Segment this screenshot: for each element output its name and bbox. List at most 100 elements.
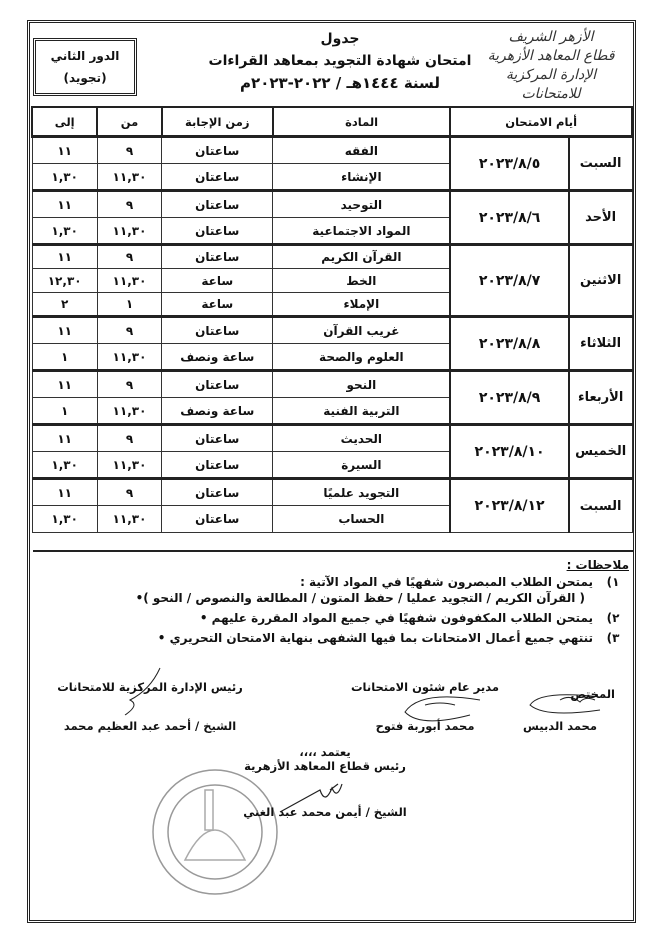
- signature-title: المختص: [570, 687, 615, 701]
- subject-cell: غريب القرآن: [272, 315, 451, 344]
- from-time-cell: ٩: [96, 135, 163, 164]
- to-time-cell: ١١: [31, 369, 98, 398]
- to-time-cell: ٢: [31, 292, 98, 317]
- exam-date: ٢٠٢٣/٨/١٠: [449, 423, 570, 479]
- exam-day: الأحد: [567, 189, 633, 245]
- duration-cell: ساعتان: [161, 505, 274, 533]
- signature-name: الشيخ / أيمن محمد عبد الغني: [243, 805, 407, 819]
- subject-cell: الإنشاء: [272, 163, 451, 191]
- title-line-1: جدول: [320, 31, 360, 47]
- from-time-cell: ٩: [96, 243, 163, 269]
- from-time-cell: ٩: [96, 423, 163, 452]
- duration-cell: ساعتان: [161, 243, 274, 269]
- duration-cell: ساعتان: [161, 423, 274, 452]
- duration-cell: ساعتان: [161, 163, 274, 191]
- azhar-logo: الأزهر الشريف قطاع المعاهد الأزهرية الإد…: [476, 28, 626, 104]
- duration-cell: ساعتان: [161, 369, 274, 398]
- note-number: ٣): [606, 631, 620, 645]
- exam-day: الاثنين: [567, 243, 633, 317]
- subject-cell: التوحيد: [272, 189, 451, 218]
- note-subtext: ( القرآن الكريم / التجويد عمليا / حفظ ال…: [135, 591, 585, 605]
- from-time-cell: ٩: [96, 189, 163, 218]
- subject-cell: الخط: [272, 268, 451, 293]
- approval-signature: [279, 783, 343, 813]
- subject-cell: العلوم والصحة: [272, 343, 451, 371]
- duration-cell: ساعة ونصف: [161, 343, 274, 371]
- to-time-cell: ١٢,٣٠: [31, 268, 98, 293]
- director-signature: [404, 696, 481, 722]
- table-row: العلوم والصحة ساعة ونصف ١١,٣٠ ١: [31, 343, 632, 371]
- to-time-cell: ١١: [31, 189, 98, 218]
- exam-date: ٢٠٢٣/٨/٩: [449, 369, 570, 425]
- director-signature-block: مدير عام شئون الامتحانات محمد أبوربة فتو…: [340, 680, 510, 733]
- table-row: السيرة ساعتان ١١,٣٠ ١,٣٠: [31, 451, 632, 479]
- table-body: السبت ٢٠٢٣/٨/٥ الفقه ساعتان ٩ ١١ الإنشاء ساعتان…: [31, 135, 633, 533]
- note-text: يمتحن الطلاب المكفوفون شفهيًا في جميع ال…: [199, 611, 593, 625]
- note-text: تنتهي جميع أعمال الامتحانات بما فيها الش…: [157, 631, 593, 645]
- subject-cell: المواد الاجتماعية: [272, 217, 451, 245]
- exam-day: السبت: [567, 135, 633, 191]
- table-row: الثلاثاء ٢٠٢٣/٨/٨ غريب القرآن ساعتان ٩ ١١: [31, 315, 633, 371]
- table-row: الأربعاء ٢٠٢٣/٨/٩ النحو ساعتان ٩ ١١: [31, 369, 633, 425]
- signature-name: محمد أبوربة فتوح: [375, 719, 475, 733]
- to-time-cell: ١,٣٠: [31, 505, 98, 533]
- logo-line: الإدارة المركزية للامتحانات: [505, 67, 597, 102]
- note-text: يمتحن الطلاب المبصرون شفهيًا في المواد ا…: [300, 575, 593, 589]
- subject-cell: الحساب: [272, 505, 451, 533]
- notes-section: ملاحظات : ١) يمتحن الطلاب المبصرون شفهيً…: [33, 550, 633, 646]
- exam-day: السبت: [567, 477, 633, 533]
- to-time-cell: ١,٣٠: [31, 163, 98, 191]
- duration-cell: ساعة ونصف: [161, 397, 274, 425]
- exam-date: ٢٠٢٣/٨/٦: [449, 189, 570, 245]
- subject-cell: السيرة: [272, 451, 451, 479]
- signature-name: الشيخ / أحمد عبد العظيم محمد: [63, 719, 237, 733]
- note-item: ٢) يمتحن الطلاب المكفوفون شفهيًا في جميع…: [33, 610, 633, 626]
- specialist-signature: [529, 694, 601, 714]
- duration-cell: ساعتان: [161, 315, 274, 344]
- note-number: ١): [606, 575, 620, 589]
- title-line-2: امتحان شهادة التجويد بمعاهد القراءات: [208, 53, 472, 69]
- from-time-cell: ١١,٣٠: [96, 217, 163, 245]
- round-label: الدور الثاني: [50, 49, 120, 63]
- duration-cell: ساعتان: [161, 451, 274, 479]
- table-row: الحساب ساعتان ١١,٣٠ ١,٣٠: [31, 505, 632, 533]
- exam-schedule-table: أيام الامتحان المادة زمن الإجابة من إلى …: [30, 106, 633, 533]
- title-line-3: لسنة ١٤٤٤هـ / ٢٠٢٢-٢٠٢٣م: [240, 74, 440, 92]
- from-time-cell: ١١,٣٠: [96, 505, 163, 533]
- head-admin-signature-block: رئيس الإدارة المركزية للامتحانات الشيخ /…: [50, 680, 250, 733]
- logo-line: الأزهر الشريف: [508, 29, 594, 45]
- from-time-cell: ٩: [96, 477, 163, 506]
- subject-cell: الفقه: [272, 135, 451, 164]
- to-time-cell: ١,٣٠: [31, 451, 98, 479]
- exam-round-box: الدور الثاني (تجويد): [33, 38, 137, 96]
- table-row: الخميس ٢٠٢٣/٨/١٠ الحديث ساعتان ٩ ١١: [31, 423, 633, 479]
- note-number: ٢): [606, 611, 620, 625]
- head-admin-signature: [124, 667, 161, 716]
- from-time-cell: ٩: [96, 315, 163, 344]
- duration-cell: ساعة: [161, 292, 274, 317]
- duration-cell: ساعتان: [161, 477, 274, 506]
- approval-label: يعتمد ،،،،: [299, 745, 351, 759]
- exam-date: ٢٠٢٣/٨/٥: [449, 135, 570, 191]
- to-time-cell: ١: [31, 343, 98, 371]
- exam-date: ٢٠٢٣/٨/٧: [449, 243, 570, 317]
- to-time-cell: ١١: [31, 135, 98, 164]
- duration-cell: ساعتان: [161, 217, 274, 245]
- to-time-cell: ١: [31, 397, 98, 425]
- duration-cell: ساعتان: [161, 189, 274, 218]
- header-duration: زمن الإجابة: [160, 106, 274, 138]
- round-type: (تجويد): [63, 71, 107, 85]
- exam-date: ٢٠٢٣/٨/١٢: [449, 477, 570, 533]
- to-time-cell: ١,٣٠: [31, 217, 98, 245]
- signature-name: محمد الدبيس: [523, 719, 597, 733]
- subject-cell: النحو: [272, 369, 451, 398]
- logo-line: قطاع المعاهد الأزهرية: [487, 48, 615, 64]
- table-row: الاثنين ٢٠٢٣/٨/٧ القرآن الكريم ساعتان ٩ ١١: [31, 243, 633, 317]
- signature-title: رئيس الإدارة المركزية للامتحانات: [57, 680, 243, 694]
- approval-signature-block: يعتمد ،،،، رئيس قطاع المعاهد الأزهرية ال…: [225, 745, 425, 819]
- from-time-cell: ١١,٣٠: [96, 451, 163, 479]
- notes-heading: ملاحظات :: [566, 558, 629, 572]
- exam-day: الأربعاء: [567, 369, 633, 425]
- table-row: الأحد ٢٠٢٣/٨/٦ التوحيد ساعتان ٩ ١١: [31, 189, 633, 245]
- from-time-cell: ١١,٣٠: [96, 397, 163, 425]
